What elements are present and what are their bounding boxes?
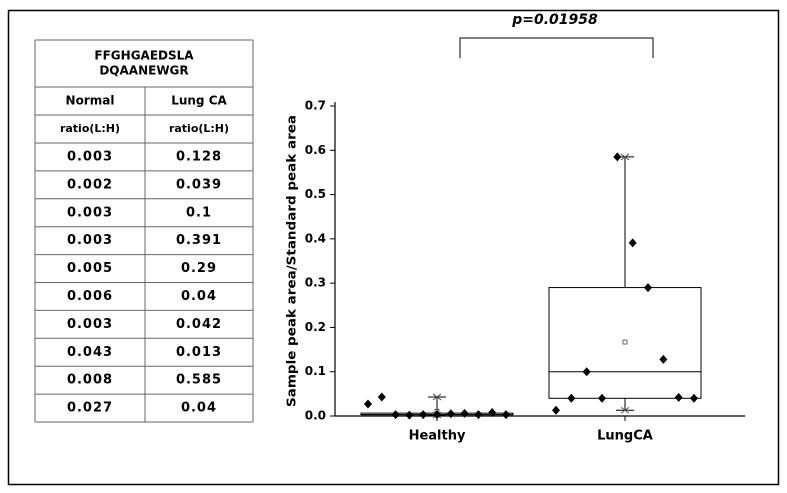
table-cell: 0.29 (181, 261, 217, 276)
table-cell: 0.04 (181, 289, 217, 304)
x-tick-label: Healthy (409, 429, 466, 444)
box (548, 287, 702, 399)
y-tick-label: 0.5 (305, 187, 326, 201)
data-point (377, 392, 386, 402)
data-point (659, 354, 668, 364)
data-point (446, 409, 455, 419)
column-unit: ratio(L:H) (60, 122, 120, 135)
data-point (405, 410, 414, 420)
data-point (628, 238, 637, 248)
table-cell: 0.027 (67, 401, 113, 416)
table-cell: 0.003 (67, 233, 113, 248)
table-cell: 0.005 (67, 261, 113, 276)
extreme-marker (620, 153, 630, 161)
data-point (364, 399, 372, 409)
data-point (433, 410, 441, 420)
mean-marker (622, 339, 628, 345)
box-plot: 0.0 0.1 0.2 0.3 0.4 0.5 0.6 0.7 Sample peak area… (285, 12, 745, 444)
y-tick-label: 0.6 (305, 143, 326, 157)
extreme-marker (432, 393, 442, 401)
data-point (502, 410, 510, 420)
data-point (419, 410, 428, 420)
data-point (567, 393, 576, 403)
table-cell: 0.003 (67, 149, 113, 164)
data-point (552, 405, 560, 415)
table-cell: 0.128 (176, 149, 222, 164)
table-cell: 0.1 (186, 205, 212, 220)
p-value: p=0.01958 (511, 12, 598, 28)
table-cell: 0.042 (176, 317, 222, 332)
y-axis-label: Sample peak area/Standard peak area (285, 115, 299, 407)
table-cell: 0.013 (176, 345, 222, 360)
table-cell: 0.003 (67, 205, 113, 220)
x-tick-label: LungCA (597, 429, 653, 444)
table-title: DQAANEWGR (99, 64, 188, 78)
y-tick-label: 0.2 (305, 320, 326, 334)
table-cell: 0.008 (67, 373, 113, 388)
figure-border (7, 9, 780, 486)
table-cell: 0.039 (176, 177, 222, 192)
table-cell: 0.043 (67, 345, 113, 360)
y-tick-label: 0.3 (305, 276, 326, 290)
data-point (488, 407, 497, 417)
y-tick-label: 0.1 (305, 364, 326, 378)
data-point (474, 410, 483, 420)
column-unit: ratio(L:H) (169, 122, 229, 135)
table-cell: 0.006 (67, 289, 113, 304)
y-tick-label: 0.0 (305, 409, 326, 423)
data-point (460, 408, 469, 418)
column-header: Lung CA (171, 94, 227, 108)
significance-bracket (459, 37, 654, 58)
table-title: FFGHGAEDSLA (94, 49, 194, 63)
table-cell: 0.002 (67, 177, 113, 192)
column-header: Normal (66, 94, 115, 108)
data-point (391, 410, 400, 420)
data-point (582, 367, 591, 377)
table-cell: 0.391 (176, 233, 222, 248)
extreme-marker (620, 406, 630, 414)
table-cell: 0.003 (67, 317, 113, 332)
y-tick-label: 0.4 (305, 231, 326, 245)
data-point (674, 392, 683, 402)
data-point (644, 283, 652, 293)
table-cell: 0.585 (176, 373, 222, 388)
y-tick-label: 0.7 (305, 99, 326, 113)
data-point (598, 393, 606, 403)
data-point (690, 393, 698, 403)
table-cell: 0.04 (181, 401, 217, 416)
data-point (613, 152, 622, 162)
